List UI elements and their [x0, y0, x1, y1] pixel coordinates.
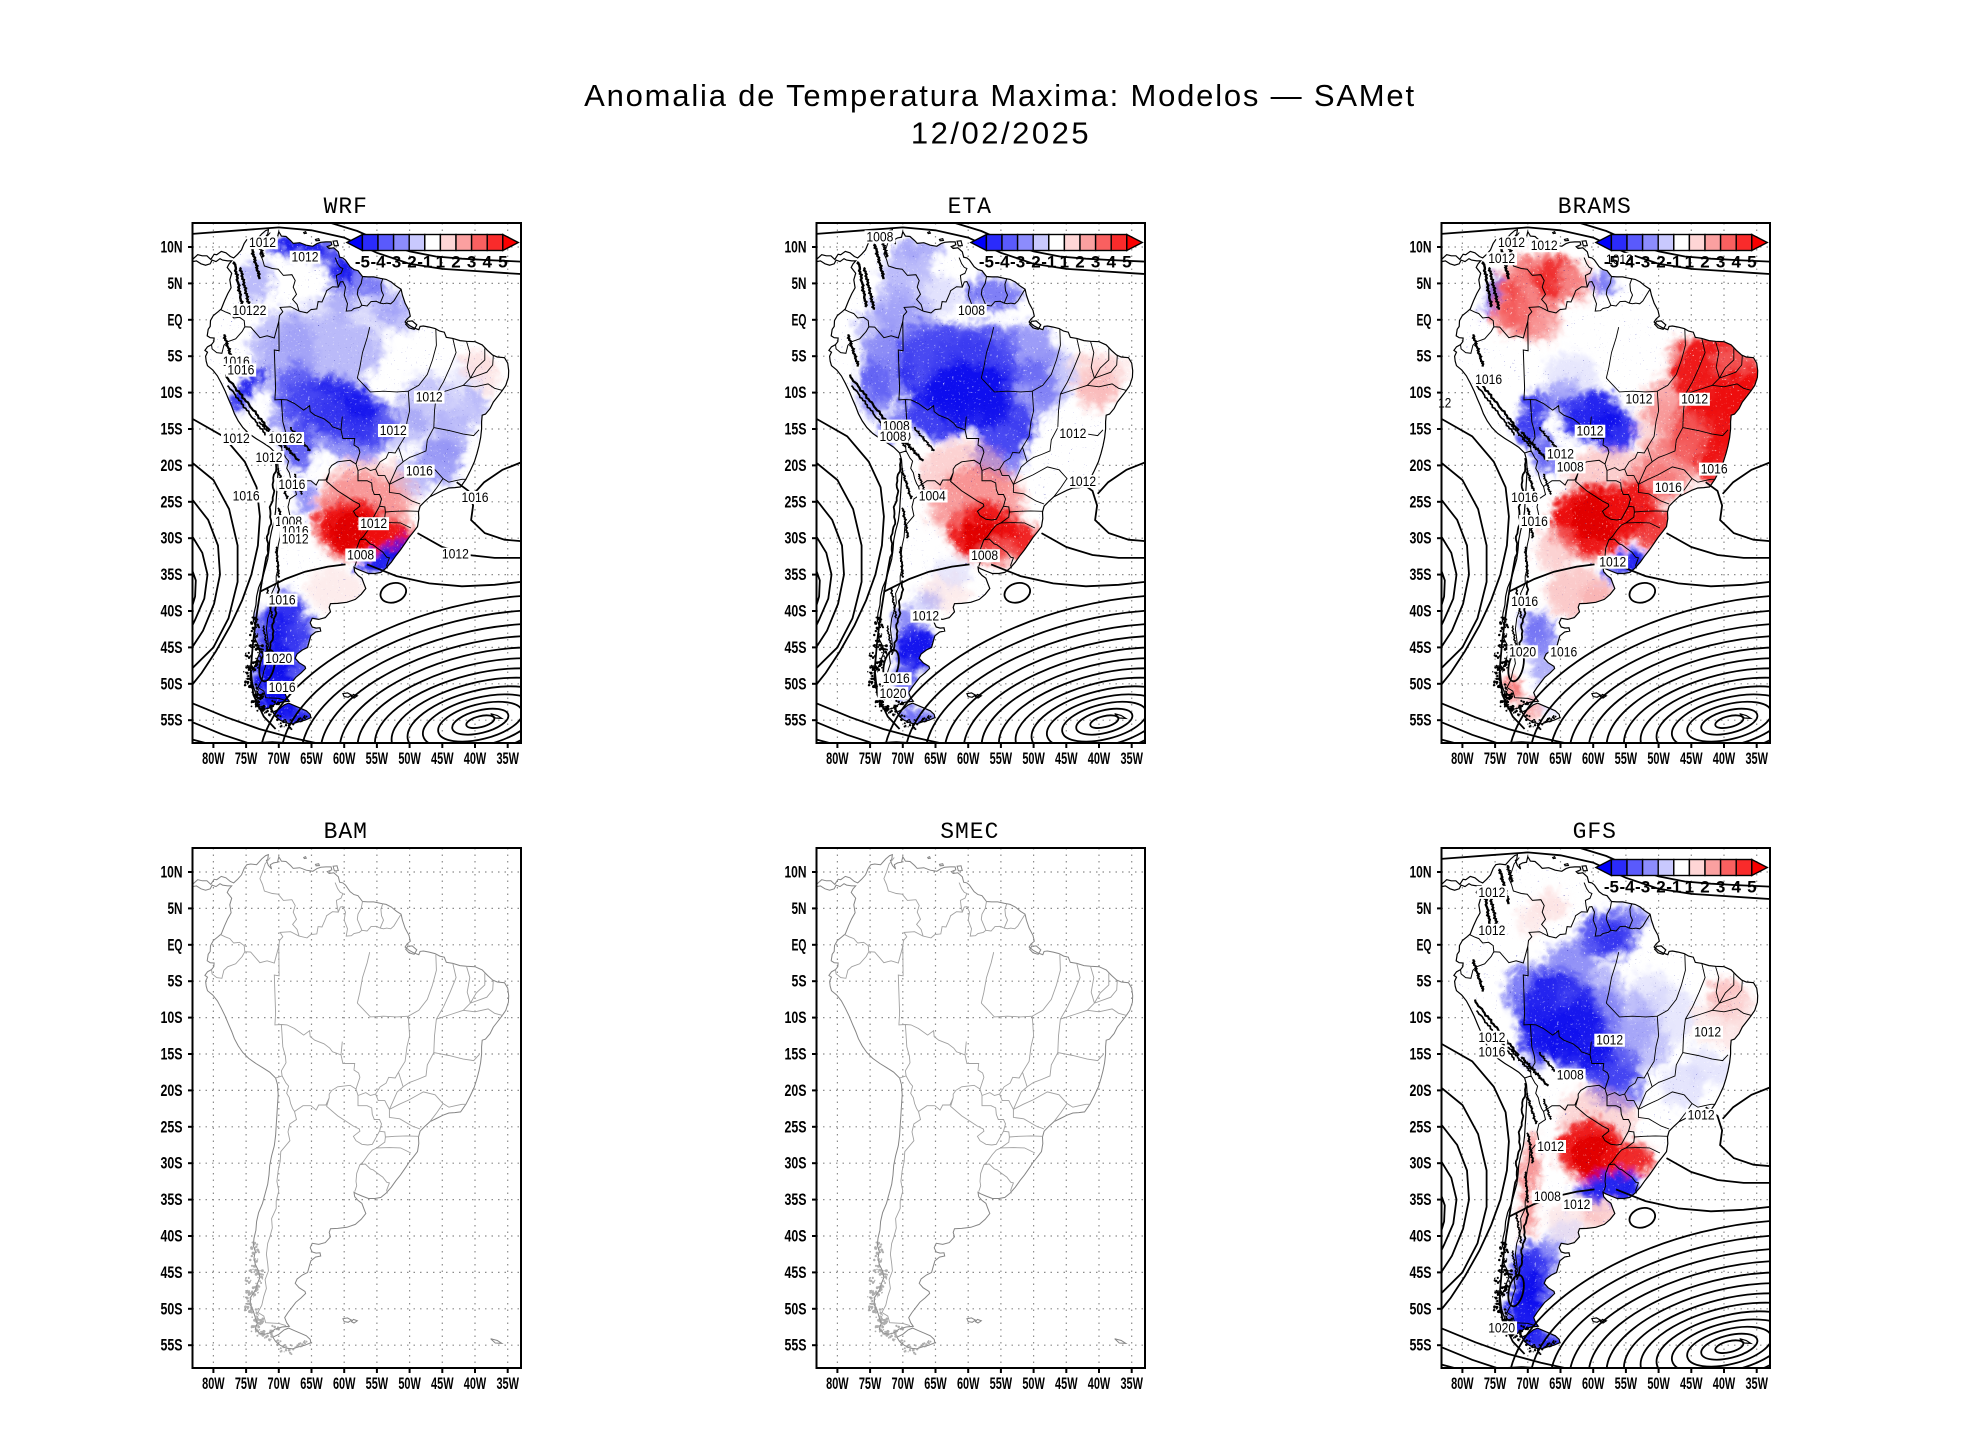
svg-text:1012: 1012	[1681, 392, 1708, 407]
svg-text:1012: 1012	[912, 609, 939, 624]
svg-text:1004: 1004	[919, 489, 946, 504]
svg-text:1012: 1012	[380, 423, 407, 438]
svg-text:1016: 1016	[1521, 514, 1548, 529]
svg-text:1012: 1012	[256, 450, 283, 465]
svg-text:1012: 1012	[223, 431, 250, 446]
svg-text:10162: 10162	[268, 431, 302, 446]
svg-text:1020: 1020	[265, 651, 292, 666]
svg-text:1020: 1020	[1488, 1320, 1515, 1335]
svg-text:1012: 1012	[1478, 885, 1505, 900]
svg-text:1016: 1016	[1478, 1044, 1505, 1059]
svg-text:1012: 1012	[1478, 923, 1505, 938]
svg-text:1012: 1012	[1498, 235, 1525, 250]
svg-text:1016: 1016	[278, 477, 305, 492]
svg-text:1012: 1012	[1599, 555, 1626, 570]
svg-text:1012: 1012	[442, 547, 469, 562]
svg-text:1016: 1016	[1655, 480, 1682, 495]
svg-text:1012: 1012	[249, 235, 276, 250]
svg-text:10122: 10122	[232, 303, 266, 318]
svg-text:1016: 1016	[269, 680, 296, 695]
svg-text:GFS: GFS	[1573, 819, 1617, 845]
svg-text:1012: 1012	[360, 516, 387, 531]
svg-text:12: 12	[1438, 395, 1451, 410]
svg-text:1020: 1020	[1509, 644, 1536, 659]
svg-text:1016: 1016	[1550, 644, 1577, 659]
svg-text:1012: 1012	[1059, 426, 1086, 441]
svg-text:1016: 1016	[406, 464, 433, 479]
svg-text:1020: 1020	[880, 686, 907, 701]
svg-text:1012: 1012	[1488, 251, 1515, 266]
svg-text:1016: 1016	[227, 363, 254, 378]
svg-text:1008: 1008	[1534, 1189, 1561, 1204]
svg-text:1016: 1016	[1511, 490, 1538, 505]
svg-text:12/02/2025: 12/02/2025	[911, 116, 1091, 151]
svg-text:1016: 1016	[269, 593, 296, 608]
svg-text:1012: 1012	[282, 532, 309, 547]
svg-text:1016: 1016	[1475, 372, 1502, 387]
svg-text:1012: 1012	[1596, 1033, 1623, 1048]
svg-text:1016: 1016	[1701, 462, 1728, 477]
svg-text:1008: 1008	[971, 548, 998, 563]
svg-text:1012: 1012	[1069, 474, 1096, 489]
svg-text:1008: 1008	[347, 548, 374, 563]
svg-text:1008: 1008	[880, 429, 907, 444]
svg-text:1012: 1012	[1626, 392, 1653, 407]
svg-text:1012: 1012	[1577, 424, 1604, 439]
svg-text:1008: 1008	[866, 229, 893, 244]
svg-text:1012: 1012	[1531, 238, 1558, 253]
svg-text:1012: 1012	[1547, 446, 1574, 461]
svg-text:1012: 1012	[1694, 1025, 1721, 1040]
svg-text:BAM: BAM	[324, 819, 368, 845]
svg-text:1016: 1016	[462, 490, 489, 505]
svg-text:1012: 1012	[1563, 1197, 1590, 1212]
svg-text:1016: 1016	[1511, 594, 1538, 609]
svg-text:1012: 1012	[1688, 1108, 1715, 1123]
svg-text:1012: 1012	[416, 390, 443, 405]
svg-text:1012: 1012	[292, 250, 319, 265]
svg-text:WRF: WRF	[324, 194, 368, 220]
svg-text:1008: 1008	[1557, 1068, 1584, 1083]
svg-text:Anomalia de Temperatura Maxima: Anomalia de Temperatura Maxima: Modelos …	[584, 78, 1416, 113]
svg-text:ETA: ETA	[948, 194, 992, 220]
svg-text:1012: 1012	[1478, 1030, 1505, 1045]
svg-text:SMEC: SMEC	[940, 819, 999, 845]
svg-text:1016: 1016	[233, 489, 260, 504]
svg-text:1012: 1012	[1537, 1139, 1564, 1154]
svg-text:1008: 1008	[958, 303, 985, 318]
svg-text:BRAMS: BRAMS	[1558, 194, 1632, 220]
svg-text:1008: 1008	[1557, 459, 1584, 474]
svg-text:1016: 1016	[883, 671, 910, 686]
